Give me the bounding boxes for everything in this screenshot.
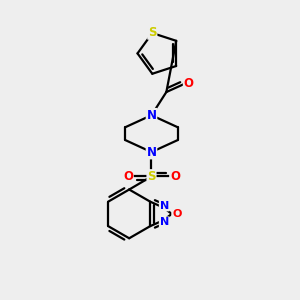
Text: N: N xyxy=(146,109,157,122)
Text: O: O xyxy=(184,76,194,90)
Text: S: S xyxy=(147,170,156,183)
Text: N: N xyxy=(160,201,169,211)
Text: O: O xyxy=(170,170,180,183)
Text: O: O xyxy=(172,209,182,219)
Text: O: O xyxy=(123,170,133,183)
Text: N: N xyxy=(146,146,157,159)
Text: N: N xyxy=(160,217,169,227)
Text: S: S xyxy=(148,26,157,39)
